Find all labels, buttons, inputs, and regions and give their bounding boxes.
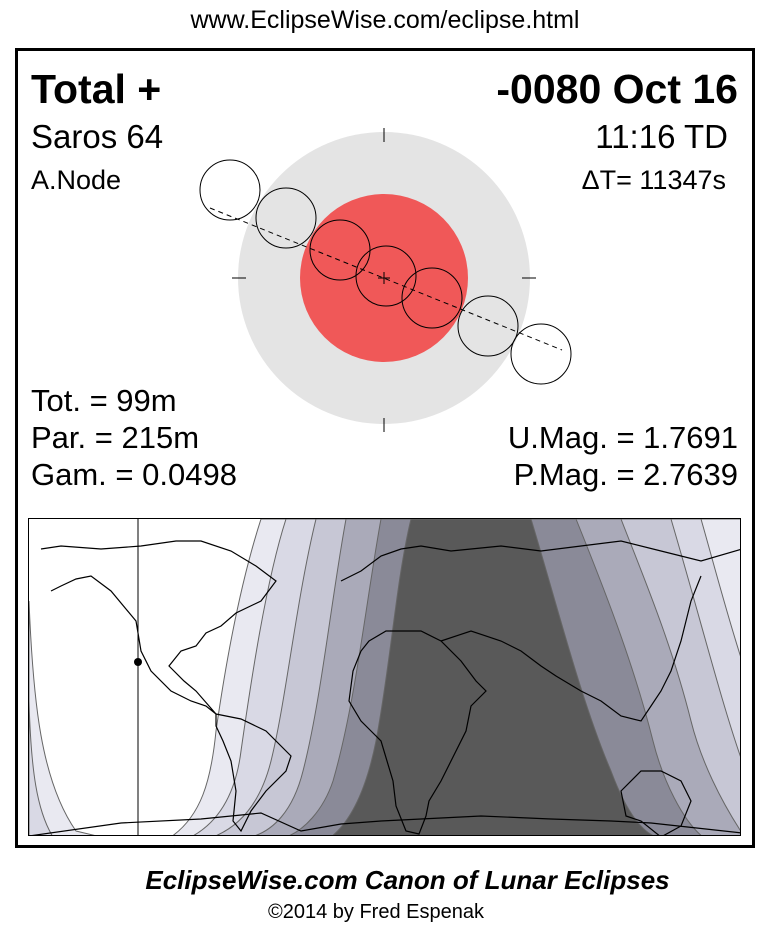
asia-outline [440,575,702,722]
gamma: Gam. = 0.0498 [31,457,237,492]
umbral-magnitude: U.Mag. = 1.7691 [507,420,738,455]
visibility-map [28,518,741,836]
europe-outline [340,540,740,582]
band-total [332,519,654,835]
moon-position [510,323,572,385]
node: A.Node [31,165,122,195]
saros-number: Saros 64 [31,118,164,155]
band-wrap-inner [29,700,53,835]
moon-position [355,245,417,307]
south-america-outline [215,713,292,833]
moon-position [199,159,261,221]
delta-t: ΔT= 11347s [581,165,726,195]
totality-duration: Tot. = 99m [31,383,177,418]
coastlines [31,540,740,835]
band-wrap-outer [29,600,95,835]
africa-outline [348,630,487,835]
penumbral-magnitude: P.Mag. = 2.7639 [513,457,738,492]
source-url: www.EclipseWise.com/eclipse.html [190,6,580,34]
footer-copyright: ©2014 by Fred Espenak [268,901,484,923]
antarctica-outline [31,812,740,835]
footer-title: EclipseWise.com Canon of Lunar Eclipses [145,865,670,895]
eclipse-date: -0080 Oct 16 [496,66,738,112]
eclipse-time: 11:16 TD [595,118,728,155]
diagram-frame [15,48,755,848]
eclipse-type: Total + [31,66,162,112]
greatest-eclipse-point [134,658,142,666]
moon-position [457,295,519,357]
australia-outline [620,770,692,835]
moon-path-line [209,207,563,351]
moon-position [255,187,317,249]
moon-position [309,219,371,281]
partial-duration: Par. = 215m [31,420,200,455]
north-america-outline [40,540,277,715]
moon-position [401,267,463,329]
